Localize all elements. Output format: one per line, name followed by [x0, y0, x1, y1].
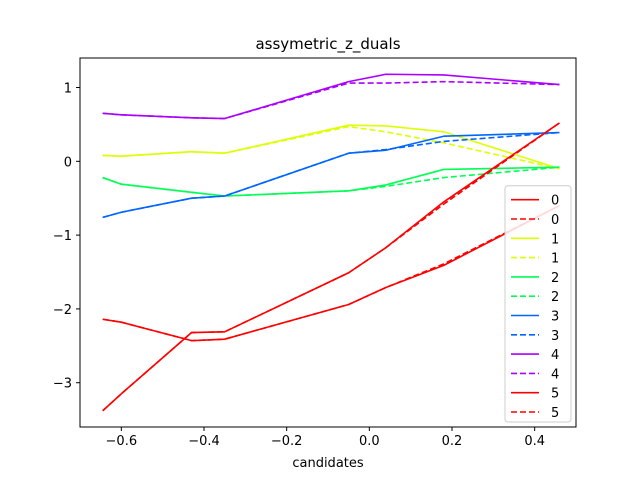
legend-label: 4 — [551, 367, 559, 382]
y-axis: −3 −2 −1 0 1 — [53, 82, 80, 392]
series-line-3 — [102, 125, 560, 170]
legend-label: 5 — [551, 387, 559, 402]
series-line-2 — [102, 124, 560, 170]
series-line-7 — [102, 131, 560, 219]
plot-frame — [79, 57, 577, 428]
y-tick-label: 0 — [64, 155, 72, 170]
legend-label: 0 — [551, 213, 559, 228]
legend-box — [504, 185, 572, 423]
series-line-5 — [102, 166, 560, 197]
series-line-9 — [102, 80, 560, 120]
legend: 0 0 1 1 2 2 3 3 4 4 5 5 — [504, 185, 572, 423]
legend-label: 2 — [551, 271, 559, 286]
y-tick-label: −1 — [53, 229, 72, 244]
x-tick-label: −0.2 — [271, 434, 303, 449]
x-axis: −0.6 −0.4 −0.2 0.0 0.2 0.4 — [106, 427, 545, 449]
series-line-11 — [102, 122, 560, 412]
legend-label: 4 — [551, 348, 559, 363]
series-line-8 — [102, 73, 560, 120]
y-tick-label: −3 — [53, 377, 72, 392]
y-tick-label: −2 — [53, 303, 72, 318]
x-axis-label: candidates — [292, 456, 364, 471]
plot-lines — [102, 73, 560, 412]
series-line-6 — [102, 131, 560, 219]
legend-label: 0 — [551, 194, 559, 209]
series-line-0 — [102, 204, 560, 342]
series-line-10 — [102, 122, 560, 412]
legend-label: 2 — [551, 290, 559, 305]
x-tick-label: 0.4 — [524, 434, 545, 449]
x-tick-label: −0.6 — [106, 434, 138, 449]
series-line-1 — [102, 204, 560, 342]
legend-label: 1 — [551, 252, 559, 267]
x-tick-label: 0.0 — [359, 434, 380, 449]
chart-title: assymetric_z_duals — [255, 35, 400, 54]
x-tick-label: 0.2 — [442, 434, 463, 449]
legend-label: 1 — [551, 232, 559, 247]
legend-label: 3 — [551, 329, 559, 344]
legend-label: 5 — [551, 406, 559, 421]
x-tick-label: −0.4 — [188, 434, 220, 449]
y-tick-label: 1 — [64, 82, 72, 97]
legend-label: 3 — [551, 310, 559, 325]
